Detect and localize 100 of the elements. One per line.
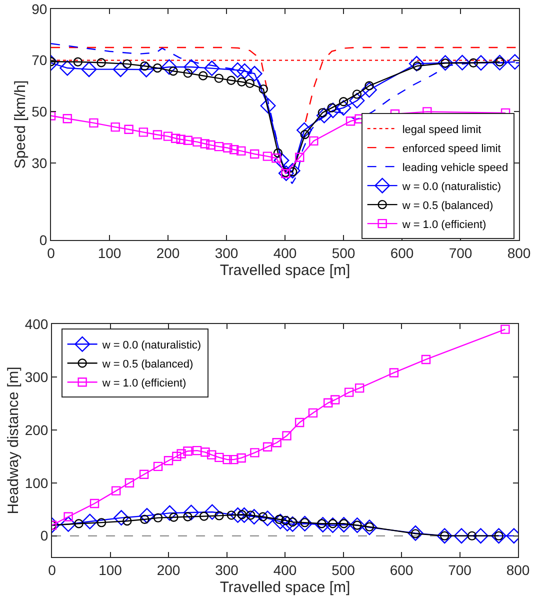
x-tick-label: 300 [214, 244, 238, 261]
point [330, 395, 340, 404]
point [192, 446, 202, 456]
point [172, 452, 182, 461]
point [153, 462, 163, 472]
point [282, 431, 292, 440]
point [338, 97, 348, 106]
point [183, 504, 199, 520]
point [349, 517, 365, 533]
point [246, 66, 262, 82]
point [325, 102, 341, 118]
point [258, 84, 268, 94]
point [122, 516, 132, 526]
point [250, 448, 260, 458]
point [198, 71, 208, 80]
point [246, 509, 262, 524]
point [152, 130, 162, 140]
point [176, 449, 186, 458]
point [272, 514, 288, 530]
point [164, 456, 174, 466]
point [73, 57, 83, 66]
point [153, 513, 163, 522]
point [473, 55, 489, 71]
point [324, 398, 333, 408]
point [236, 63, 252, 79]
point [229, 454, 238, 464]
x-tick-label: 200 [156, 562, 180, 578]
y-axis-title: Speed [km/h] [12, 80, 29, 169]
point [230, 507, 246, 523]
point [274, 152, 290, 168]
x-tick-label: 700 [448, 244, 472, 261]
point [222, 454, 232, 464]
point [454, 54, 470, 70]
x-tick-label: 400 [273, 244, 297, 261]
point [492, 54, 508, 70]
point [361, 82, 377, 98]
point [295, 152, 304, 162]
point [352, 90, 362, 99]
point [297, 516, 313, 532]
x-tick-label: 800 [506, 562, 530, 578]
y-tick-label: 100 [24, 474, 48, 491]
legend-label: w = 0.5 (balanced) [401, 200, 494, 212]
point [206, 140, 216, 150]
point [237, 77, 246, 86]
point [336, 516, 352, 532]
x-tick-label: 200 [156, 244, 180, 261]
point [491, 528, 507, 544]
point [96, 58, 106, 68]
point [124, 124, 134, 134]
point [344, 388, 354, 397]
point [183, 68, 192, 78]
point [260, 510, 276, 526]
point [284, 162, 300, 178]
point [90, 498, 100, 508]
point [362, 520, 378, 536]
point [183, 446, 192, 456]
point [421, 354, 431, 364]
point [122, 59, 132, 69]
point [346, 116, 356, 126]
point [226, 76, 236, 85]
point [325, 517, 341, 533]
point [260, 98, 276, 114]
point [204, 504, 220, 520]
point [245, 78, 254, 88]
point [236, 146, 246, 156]
point [236, 453, 246, 463]
y-tick-label: 0 [40, 528, 48, 544]
y-tick-label: 70 [32, 52, 48, 68]
legend-label: w = 0.0 (naturalistic) [401, 180, 502, 193]
point [454, 528, 470, 544]
point [467, 531, 477, 540]
point [183, 136, 192, 146]
point [207, 450, 216, 460]
x-tick-label: 500 [332, 244, 356, 261]
point [500, 324, 510, 334]
x-axis-title: Travelled space [m] [220, 262, 350, 279]
y-tick-label: 30 [32, 154, 48, 171]
point [138, 62, 154, 78]
point [139, 470, 149, 479]
point [349, 92, 365, 108]
y-tick-label: 90 [32, 0, 48, 17]
legend-label: w = 1.0 (efficient) [401, 218, 486, 231]
point [139, 508, 155, 524]
point [214, 74, 224, 83]
legend-label: w = 0.5 (balanced) [101, 358, 194, 370]
y-tick-label: 50 [32, 104, 48, 120]
point [230, 145, 239, 154]
point [408, 56, 424, 72]
point [124, 478, 134, 488]
point [278, 166, 294, 182]
x-tick-label: 100 [98, 244, 122, 261]
point [214, 452, 224, 462]
point [111, 486, 121, 496]
point [62, 114, 72, 124]
legend-label: enforced speed limit [402, 142, 501, 155]
point [214, 142, 224, 152]
point [438, 55, 454, 71]
y-tick-label: 400 [24, 316, 48, 332]
x-tick-label: 800 [507, 244, 531, 261]
point [262, 442, 272, 452]
